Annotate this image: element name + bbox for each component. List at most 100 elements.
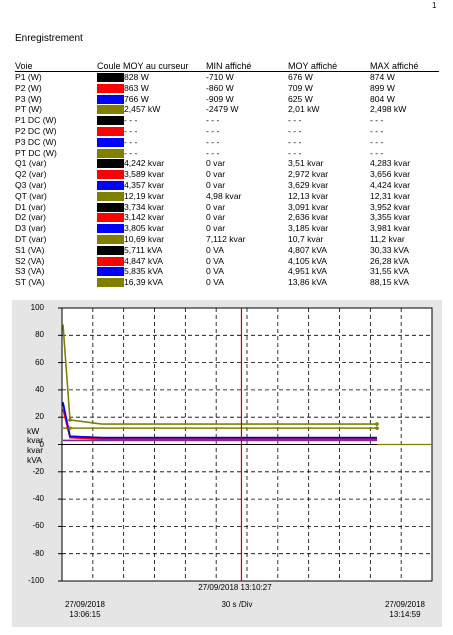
trace-marker	[68, 418, 72, 422]
color-swatch	[97, 105, 124, 115]
moy-value: 4,807 kVA	[288, 244, 328, 255]
min-value: -2479 W	[206, 104, 239, 115]
column-header-couleur: Coule	[97, 61, 121, 71]
cursor-value: 766 W	[124, 93, 149, 104]
channel-name: P2 DC (W)	[15, 126, 57, 136]
channel-name: P2 (W)	[15, 82, 42, 93]
trace-marker	[375, 426, 379, 430]
chart-panel: 100 80 60 40 20 0 -20 -40 -60 -80 -100 kW kvar kva…	[12, 300, 442, 627]
start-time: 13:06:15	[69, 610, 101, 619]
moy-value: 12,13 kvar	[288, 190, 329, 201]
table-row: D1 (var) 3,734 kvar 0 var 3,091 kvar 3,952 k…	[0, 202, 453, 213]
y-tick-label: 20	[35, 412, 44, 422]
time-scale-label: 30 s /Div	[221, 600, 253, 609]
min-value: 0 var	[206, 169, 226, 180]
min-value: 0 var	[206, 158, 226, 169]
cursor-value: 3,734 kvar	[124, 201, 165, 212]
min-value: 4,98 kvar	[206, 190, 242, 201]
min-value: 0 VA	[206, 255, 224, 266]
cursor-value: 2,457 kW	[124, 104, 161, 115]
max-value: 88,15 kVA	[370, 277, 410, 288]
cursor-value: 4,357 kvar	[124, 180, 165, 190]
min-value: -909 W	[206, 93, 234, 104]
moy-value: - - -	[288, 147, 302, 158]
color-swatch	[97, 235, 124, 244]
max-value: 31,55 kVA	[370, 266, 410, 277]
moy-value: 4,105 kVA	[288, 255, 328, 266]
table-row: Q1 (var) 4,242 kvar 0 var 3,51 kvar 4,283 kv…	[0, 158, 453, 169]
cursor-value: 5,835 kVA	[124, 266, 164, 277]
channel-name: Q3 (var)	[15, 180, 47, 190]
channel-name: S3 (VA)	[15, 266, 45, 277]
channel-name: Q1 (var)	[15, 158, 47, 169]
y-tick-label: 0	[39, 439, 44, 449]
color-swatch	[97, 256, 124, 266]
table-row: P2 DC (W) - - - - - - - - - - - -	[0, 126, 453, 137]
min-value: 0 VA	[206, 266, 224, 277]
cursor-value: 12,19 kvar	[124, 190, 165, 201]
max-value: 11,2 kvar	[370, 234, 405, 244]
moy-value: - - -	[288, 136, 302, 147]
moy-value: 10,7 kvar	[288, 234, 324, 244]
cursor-value: 4,847 kVA	[124, 255, 164, 266]
cursor-value: - - -	[124, 136, 138, 147]
color-swatch	[97, 213, 124, 223]
cursor-value: 3,142 kvar	[124, 212, 165, 223]
max-value: 3,355 kvar	[370, 212, 411, 223]
column-header-max: MAX affiché	[370, 61, 419, 71]
y-tick-label: -80	[32, 548, 44, 558]
page-number: 1	[432, 1, 437, 10]
y-tick-label: -20	[32, 466, 44, 476]
color-swatch	[97, 83, 124, 93]
y-tick-label: -40	[32, 494, 44, 504]
min-value: 0 var	[206, 212, 226, 223]
min-value: 0 VA	[206, 244, 224, 255]
moy-value: 13,86 kVA	[288, 277, 328, 288]
cursor-value: - - -	[124, 147, 138, 158]
max-value: - - -	[370, 147, 384, 158]
unit-label-kvar: kvar	[27, 435, 44, 445]
table-row: P3 DC (W) - - - - - - - - - - - -	[0, 137, 453, 148]
table-row: D2 (var) 3,142 kvar 0 var 2,636 kvar 3,355 k…	[0, 212, 453, 223]
channel-name: Q2 (var)	[15, 169, 47, 180]
table-row: DT (var) 10,69 kvar 7,112 kvar 10,7 kvar 11,…	[0, 234, 453, 245]
channel-name: D2 (var)	[15, 212, 47, 223]
cursor-value: 5,711 kVA	[124, 244, 163, 255]
channel-name: P1 DC (W)	[15, 115, 57, 126]
start-date: 27/09/2018	[64, 600, 106, 609]
y-tick-label: 100	[30, 303, 44, 312]
column-header-moy: MOY affiché	[288, 61, 338, 71]
channel-name: QT (var)	[15, 190, 47, 201]
unit-label-kw: kW	[27, 426, 40, 436]
moy-value: - - -	[288, 115, 302, 126]
max-value: 30,33 kVA	[370, 244, 410, 255]
channel-name: S2 (VA)	[15, 255, 45, 266]
table-row: S3 (VA) 5,835 kVA 0 VA 4,951 kVA 31,55 kVA	[0, 266, 453, 277]
cursor-value: 4,242 kvar	[124, 158, 165, 169]
max-value: 804 W	[370, 93, 395, 104]
y-tick-label: 40	[35, 384, 44, 394]
cursor-value: 3,805 kvar	[124, 223, 165, 234]
max-value: - - -	[370, 126, 384, 136]
moy-value: - - -	[288, 126, 302, 136]
chart	[58, 307, 433, 582]
table-row: S1 (VA) 5,711 kVA 0 VA 4,807 kVA 30,33 kVA	[0, 245, 453, 256]
channel-name: PT (W)	[15, 104, 43, 115]
cursor-timestamp: 27/09/2018 13:10:27	[198, 583, 272, 592]
cursor-value: 828 W	[124, 72, 149, 82]
table-row: P2 (W) 863 W -860 W 709 W 899 W	[0, 83, 453, 94]
color-swatch	[97, 191, 124, 201]
max-value: - - -	[370, 115, 384, 126]
min-value: -860 W	[206, 82, 234, 93]
max-value: - - -	[370, 136, 384, 147]
min-value: -710 W	[206, 72, 234, 82]
max-value: 2,498 kW	[370, 104, 407, 115]
color-swatch	[97, 267, 124, 277]
y-tick-label: -60	[32, 521, 44, 531]
channel-name: D3 (var)	[15, 223, 47, 234]
cursor-value: 10,69 kvar	[124, 234, 165, 244]
document-title: Enregistrement	[15, 33, 83, 44]
column-header-min: MIN affiché	[206, 61, 252, 71]
color-swatch	[97, 94, 124, 104]
table-row: P1 (W) 828 W -710 W 676 W 874 W	[0, 72, 453, 83]
